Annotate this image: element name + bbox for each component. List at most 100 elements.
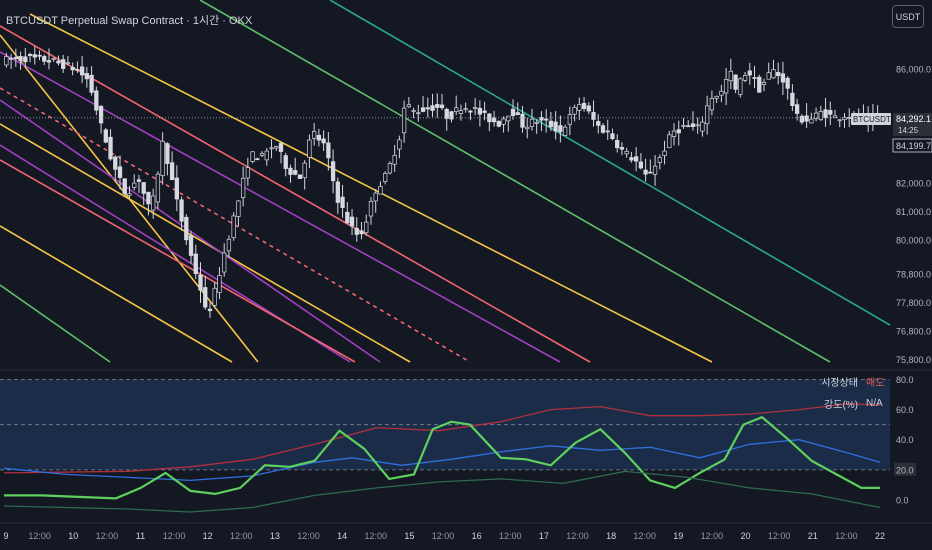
currency-button[interactable]: USDT — [892, 5, 924, 28]
trend-line — [0, 25, 591, 363]
chart-title: BTCUSDT Perpetual Swap Contract · 1시간 · … — [6, 15, 253, 27]
countdown-label: 14:25 — [898, 126, 919, 135]
candle-body — [373, 192, 378, 202]
candle-body — [529, 118, 535, 127]
candle-body — [392, 154, 397, 165]
candle-body — [671, 130, 677, 138]
candle-body — [155, 173, 161, 203]
market-state-row: 시장상태 매도 — [812, 370, 896, 392]
candle-body — [113, 156, 118, 170]
candle-body — [477, 107, 483, 115]
candle-body — [728, 70, 733, 82]
candle-body — [207, 308, 213, 312]
trend-line — [199, 0, 831, 363]
candle-body — [307, 139, 312, 158]
candle-body — [288, 167, 293, 175]
candle-body — [723, 78, 729, 94]
candle-body — [335, 181, 340, 203]
candle-body — [790, 92, 795, 106]
time-tick-label: 21 — [808, 531, 818, 541]
candle-body — [136, 179, 142, 182]
strength-label: 강도(%) — [824, 399, 858, 411]
candle-body — [212, 287, 217, 306]
candle-body — [283, 155, 288, 169]
candle-body — [515, 112, 520, 116]
trend-line — [329, 0, 891, 326]
candle-body — [56, 60, 61, 64]
time-tick-label: 13 — [270, 531, 280, 541]
price-tick-label: 86,000.0 — [896, 65, 931, 75]
candle-body — [193, 253, 198, 275]
candle-body — [132, 182, 137, 188]
candle-body — [293, 170, 298, 175]
candle-body — [435, 104, 440, 108]
candle-body — [217, 275, 222, 293]
time-tick-label: 16 — [472, 531, 482, 541]
candle-body — [624, 151, 629, 155]
candle-body — [23, 56, 28, 63]
time-tick-label: 12:00 — [432, 531, 455, 541]
candle-body — [799, 115, 805, 123]
candle-body — [525, 126, 530, 130]
candle-body — [506, 115, 511, 122]
candle-body — [4, 56, 9, 66]
candle-body — [510, 108, 516, 116]
candle-body — [416, 112, 421, 115]
candle-body — [368, 201, 374, 217]
candle-body — [274, 146, 279, 149]
price-tick-label: 78,800.0 — [896, 270, 931, 280]
candle-body — [354, 227, 359, 235]
candle-body — [37, 54, 42, 57]
candle-body — [222, 252, 227, 273]
time-tick-label: 12:00 — [365, 531, 388, 541]
candle-body — [629, 157, 634, 161]
candle-body — [676, 129, 681, 134]
candle-body — [454, 107, 459, 112]
candle-body — [297, 174, 303, 179]
candle-body — [269, 147, 274, 150]
strength-row: 강도(%) N/A — [812, 392, 896, 414]
candle-body — [709, 98, 715, 111]
trend-line — [0, 51, 561, 363]
candle-body — [75, 69, 80, 71]
candle-body — [667, 134, 672, 149]
candle-body — [439, 104, 445, 109]
candle-body — [496, 120, 501, 127]
candle-body — [501, 118, 506, 125]
candle-body — [245, 167, 251, 179]
candle-body — [771, 69, 776, 79]
time-tick-label: 18 — [606, 531, 616, 541]
candle-body — [302, 162, 307, 179]
candle-body — [577, 104, 582, 111]
time-tick-label: 11 — [136, 531, 145, 541]
candle-body — [463, 108, 468, 111]
trend-line — [0, 159, 356, 363]
candle-body — [747, 70, 752, 76]
candle-body — [757, 76, 762, 93]
candle-body — [406, 104, 412, 108]
candle-body — [605, 130, 610, 133]
last-price-tag — [893, 113, 932, 136]
candle-body — [714, 96, 719, 99]
candle-body — [326, 142, 331, 159]
candle-body — [581, 103, 587, 109]
time-tick-label: 20 — [741, 531, 751, 541]
candle-body — [780, 73, 786, 83]
candle-body — [832, 115, 838, 119]
candle-body — [169, 162, 175, 181]
time-tick-label: 15 — [404, 531, 414, 541]
oscillator-series-line — [3, 402, 881, 474]
candle-body — [548, 120, 554, 128]
time-tick-label: 12:00 — [566, 531, 589, 541]
time-tick-label: 22 — [875, 531, 885, 541]
candle-body — [250, 151, 255, 162]
time-tick-label: 12:00 — [230, 531, 253, 541]
oscillator-tick-label: 0.0 — [896, 495, 909, 505]
trend-line — [0, 284, 111, 363]
candle-body — [809, 118, 814, 124]
candle-body — [387, 163, 393, 174]
strength-value: N/A — [866, 397, 883, 409]
candle-body — [766, 72, 771, 80]
candle-body — [13, 57, 18, 60]
candle-body — [638, 161, 644, 169]
